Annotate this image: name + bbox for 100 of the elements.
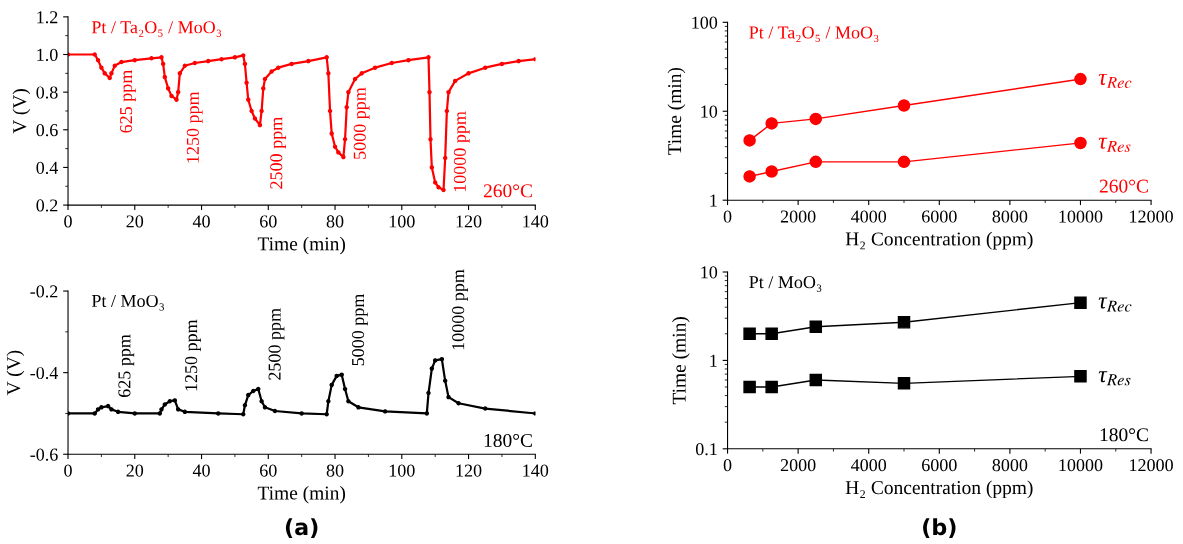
series-label: τ$_{Rec}$: [1098, 297, 1132, 312]
x-tick-label: 4000: [851, 210, 887, 223]
y-tick-label: -0.6: [30, 448, 58, 461]
series-label: τ$_{Res}$: [1098, 371, 1131, 386]
point: [246, 392, 251, 398]
point: [95, 407, 101, 412]
point: [299, 411, 304, 416]
point: [326, 398, 331, 404]
y-tick-label: 0.8: [36, 86, 58, 99]
point: [99, 405, 104, 410]
y-tick-label: 1.0: [37, 48, 58, 62]
point: [105, 403, 111, 409]
x-tick-label: 120: [456, 464, 482, 477]
point: [442, 378, 448, 384]
x-tick-label: 4000: [851, 459, 887, 472]
point: [157, 411, 163, 416]
annotation: 5000 ppm: [351, 293, 368, 366]
annotation: 1250 ppm: [185, 319, 201, 391]
point: [765, 117, 778, 130]
annotation: 2500 ppm: [268, 308, 285, 380]
point: [897, 377, 911, 390]
point: [256, 386, 261, 392]
x-tick-label: 100: [389, 464, 415, 477]
point: [1074, 72, 1087, 86]
point: [215, 411, 221, 416]
point: [339, 372, 344, 377]
chart-title: Pt / Ta₂O₅ / MoO₃: [91, 21, 222, 37]
point: [251, 388, 256, 394]
x-tick-label: 80: [326, 464, 344, 477]
point: [809, 112, 823, 126]
x-tick-label: 80: [326, 215, 344, 228]
point: [483, 406, 488, 411]
point: [432, 358, 438, 363]
x-tick-label: 40: [192, 215, 210, 228]
point: [334, 373, 339, 379]
x-tick-label: 2000: [780, 210, 816, 223]
x-axis-title: Time (min): [257, 236, 346, 255]
point: [765, 165, 778, 178]
point: [172, 398, 178, 403]
y-tick-label: 1.2: [37, 11, 58, 24]
point: [897, 99, 911, 112]
x-tick-label: 8000: [992, 459, 1028, 472]
point: [115, 409, 121, 415]
y-tick-label: 10: [701, 266, 718, 279]
point: [92, 411, 97, 416]
point: [809, 155, 823, 169]
x-tick-label: 6000: [922, 210, 957, 223]
chart-title: Pt / Ta₂O₅ / MoO₃: [749, 26, 879, 43]
x-tick-label: 60: [260, 464, 277, 477]
point: [241, 412, 246, 417]
y-tick-label: -0.4: [30, 366, 59, 380]
x-tick-label: 60: [260, 215, 277, 228]
point: [382, 409, 388, 414]
y-axis-title: V (V): [12, 89, 31, 134]
annotation: 10000 ppm: [452, 269, 468, 350]
y-tick-label: 1: [710, 194, 717, 207]
annotation: 625 ppm: [118, 334, 135, 397]
x-tick-label: 2000: [780, 459, 816, 472]
x-tick-label: 10000: [1059, 210, 1103, 223]
point: [897, 316, 911, 329]
chart-title: Pt / MoO₃: [749, 276, 822, 292]
annotation: 5000 ppm: [353, 87, 370, 159]
point: [242, 403, 248, 408]
x-tick-label: 100: [389, 215, 415, 228]
point: [329, 382, 334, 388]
point: [1074, 136, 1087, 150]
x-tick-label: 20: [126, 464, 144, 477]
point: [429, 366, 435, 371]
x-tick-label: 120: [456, 215, 482, 228]
y-tick-label: -0.2: [30, 285, 58, 298]
x-tick-label: 40: [192, 464, 210, 477]
annotation: 180°C: [1100, 428, 1148, 442]
point: [262, 405, 268, 410]
y-axis-title: V (V): [6, 350, 25, 396]
x-tick-label: 12000: [1130, 459, 1173, 472]
annotation: 180°C: [484, 433, 532, 448]
point: [182, 409, 188, 415]
y-tick-label: 0.6: [36, 124, 58, 137]
point: [1074, 296, 1087, 309]
point: [167, 398, 173, 404]
y-tick-label: 0.4: [36, 161, 59, 174]
y-tick-label: 0.1: [695, 443, 717, 456]
point: [743, 380, 756, 394]
annotation: 260°C: [1099, 179, 1148, 193]
annotation: 10000 ppm: [453, 111, 470, 192]
text: (b): [923, 518, 956, 538]
annotation: 1250 ppm: [186, 91, 203, 163]
x-tick-label: 140: [523, 215, 549, 228]
annotation: 2500 ppm: [270, 117, 287, 189]
chart-title: Pt / MoO₃: [91, 294, 164, 311]
annotation: 625 ppm: [120, 69, 136, 133]
point: [324, 412, 329, 417]
y-tick-label: 0.2: [36, 199, 58, 212]
y-axis-title: Time (min): [667, 67, 686, 156]
point: [346, 398, 351, 404]
point: [897, 155, 911, 169]
y-tick-label: 100: [692, 16, 718, 29]
point: [809, 373, 823, 387]
point: [259, 398, 264, 404]
point: [533, 411, 536, 416]
